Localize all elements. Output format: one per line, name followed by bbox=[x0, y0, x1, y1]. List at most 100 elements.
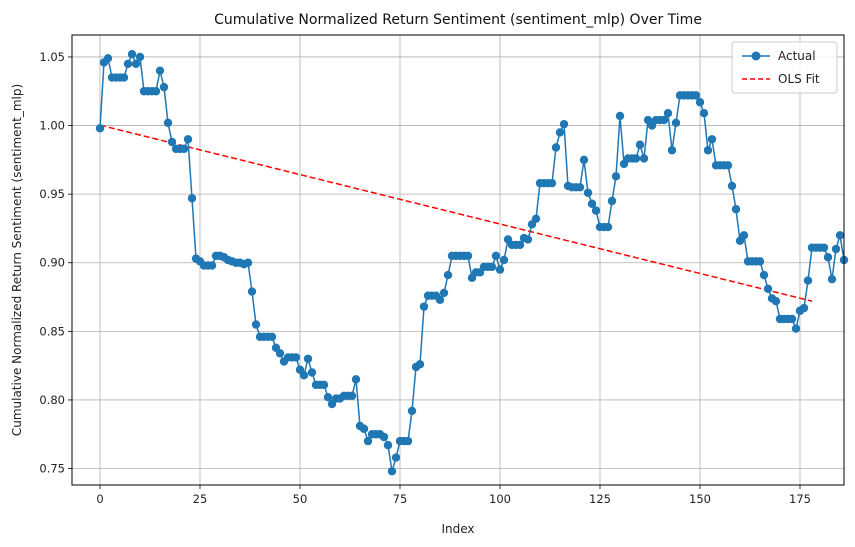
actual-point bbox=[575, 183, 585, 192]
actual-point bbox=[247, 287, 257, 296]
actual-point bbox=[351, 375, 361, 384]
actual-point bbox=[491, 251, 501, 261]
actual-point bbox=[611, 172, 621, 181]
actual-point bbox=[487, 262, 497, 272]
actual-series bbox=[95, 50, 849, 476]
actual-point bbox=[391, 453, 401, 462]
actual-point bbox=[603, 222, 613, 232]
actual-point bbox=[439, 288, 449, 298]
actual-point bbox=[559, 119, 569, 129]
actual-point bbox=[187, 194, 197, 203]
actual-point bbox=[267, 332, 277, 342]
actual-point bbox=[243, 258, 253, 267]
actual-point bbox=[323, 392, 333, 402]
actual-point bbox=[499, 255, 509, 265]
ols-fit-series bbox=[99, 124, 813, 302]
actual-point bbox=[771, 296, 781, 306]
actual-point bbox=[591, 206, 601, 215]
actual-point bbox=[531, 214, 541, 224]
actual-point bbox=[119, 73, 129, 82]
actual-point bbox=[759, 270, 769, 280]
actual-point bbox=[463, 251, 473, 261]
actual-point bbox=[251, 320, 261, 329]
actual-point bbox=[167, 137, 177, 147]
actual-point bbox=[383, 441, 393, 450]
y-axis: 0.75 0.80 0.85 0.90 0.95 1.00 1.05 bbox=[39, 50, 72, 476]
actual-point bbox=[635, 140, 645, 149]
actual-point bbox=[207, 261, 217, 270]
actual-point bbox=[303, 354, 313, 363]
actual-point bbox=[727, 181, 737, 191]
actual-point bbox=[387, 467, 397, 476]
actual-point bbox=[403, 436, 413, 446]
x-tick-label: 50 bbox=[293, 492, 308, 506]
y-tick-label: 0.90 bbox=[39, 256, 65, 270]
actual-point bbox=[791, 324, 801, 333]
actual-point bbox=[95, 124, 105, 133]
actual-point bbox=[695, 98, 705, 107]
x-axis: 0 25 50 75 100 125 150 175 bbox=[96, 485, 811, 506]
actual-point bbox=[823, 253, 833, 262]
actual-point bbox=[443, 270, 453, 280]
actual-point bbox=[803, 276, 813, 285]
x-tick-label: 150 bbox=[689, 492, 711, 506]
actual-point bbox=[587, 199, 597, 208]
ols-fit-line bbox=[99, 124, 813, 302]
actual-point bbox=[547, 178, 557, 188]
actual-point bbox=[731, 205, 741, 214]
actual-point bbox=[127, 50, 137, 59]
actual-point bbox=[135, 52, 145, 62]
y-tick-label: 0.95 bbox=[39, 187, 65, 201]
actual-point bbox=[275, 349, 285, 358]
actual-point bbox=[291, 353, 301, 362]
actual-point bbox=[755, 257, 765, 266]
x-tick-label: 100 bbox=[489, 492, 511, 506]
actual-point bbox=[407, 406, 417, 416]
actual-point bbox=[151, 87, 161, 96]
actual-point bbox=[835, 231, 845, 240]
actual-point bbox=[555, 128, 565, 137]
actual-point bbox=[671, 118, 681, 128]
actual-point bbox=[739, 231, 749, 240]
actual-point bbox=[551, 143, 561, 152]
x-tick-label: 25 bbox=[193, 492, 208, 506]
y-tick-label: 0.80 bbox=[39, 393, 65, 407]
actual-point bbox=[363, 436, 373, 446]
actual-point bbox=[607, 196, 617, 206]
legend-label-ols-fit: OLS Fit bbox=[778, 72, 820, 86]
actual-point bbox=[515, 240, 525, 250]
y-tick-label: 0.75 bbox=[39, 462, 65, 476]
actual-point bbox=[583, 188, 593, 197]
actual-point bbox=[523, 235, 533, 244]
y-tick-label: 1.00 bbox=[39, 119, 65, 133]
actual-point bbox=[631, 154, 641, 163]
actual-point bbox=[667, 146, 677, 155]
legend: Actual OLS Fit bbox=[731, 41, 838, 94]
actual-point bbox=[183, 135, 193, 144]
legend-marker-actual bbox=[751, 51, 761, 61]
actual-point bbox=[103, 54, 113, 63]
actual-point bbox=[579, 155, 589, 165]
actual-point bbox=[159, 82, 169, 92]
actual-point bbox=[663, 109, 673, 118]
actual-point bbox=[123, 59, 133, 69]
actual-point bbox=[179, 144, 189, 154]
actual-point bbox=[659, 115, 669, 125]
actual-point bbox=[307, 368, 317, 377]
actual-point bbox=[347, 391, 357, 401]
plot-frame bbox=[71, 34, 845, 486]
actual-point bbox=[615, 111, 625, 121]
plot-area bbox=[72, 35, 844, 485]
actual-point bbox=[831, 244, 841, 254]
actual-point bbox=[703, 146, 713, 155]
actual-point bbox=[299, 371, 309, 380]
actual-point bbox=[155, 66, 165, 75]
actual-point bbox=[131, 59, 141, 69]
legend-label-actual: Actual bbox=[778, 49, 816, 63]
actual-point bbox=[359, 424, 369, 433]
x-tick-label: 75 bbox=[393, 492, 408, 506]
x-tick-label: 0 bbox=[96, 492, 103, 506]
actual-point bbox=[379, 432, 389, 442]
chart-title: Cumulative Normalized Return Sentiment (… bbox=[214, 12, 702, 28]
